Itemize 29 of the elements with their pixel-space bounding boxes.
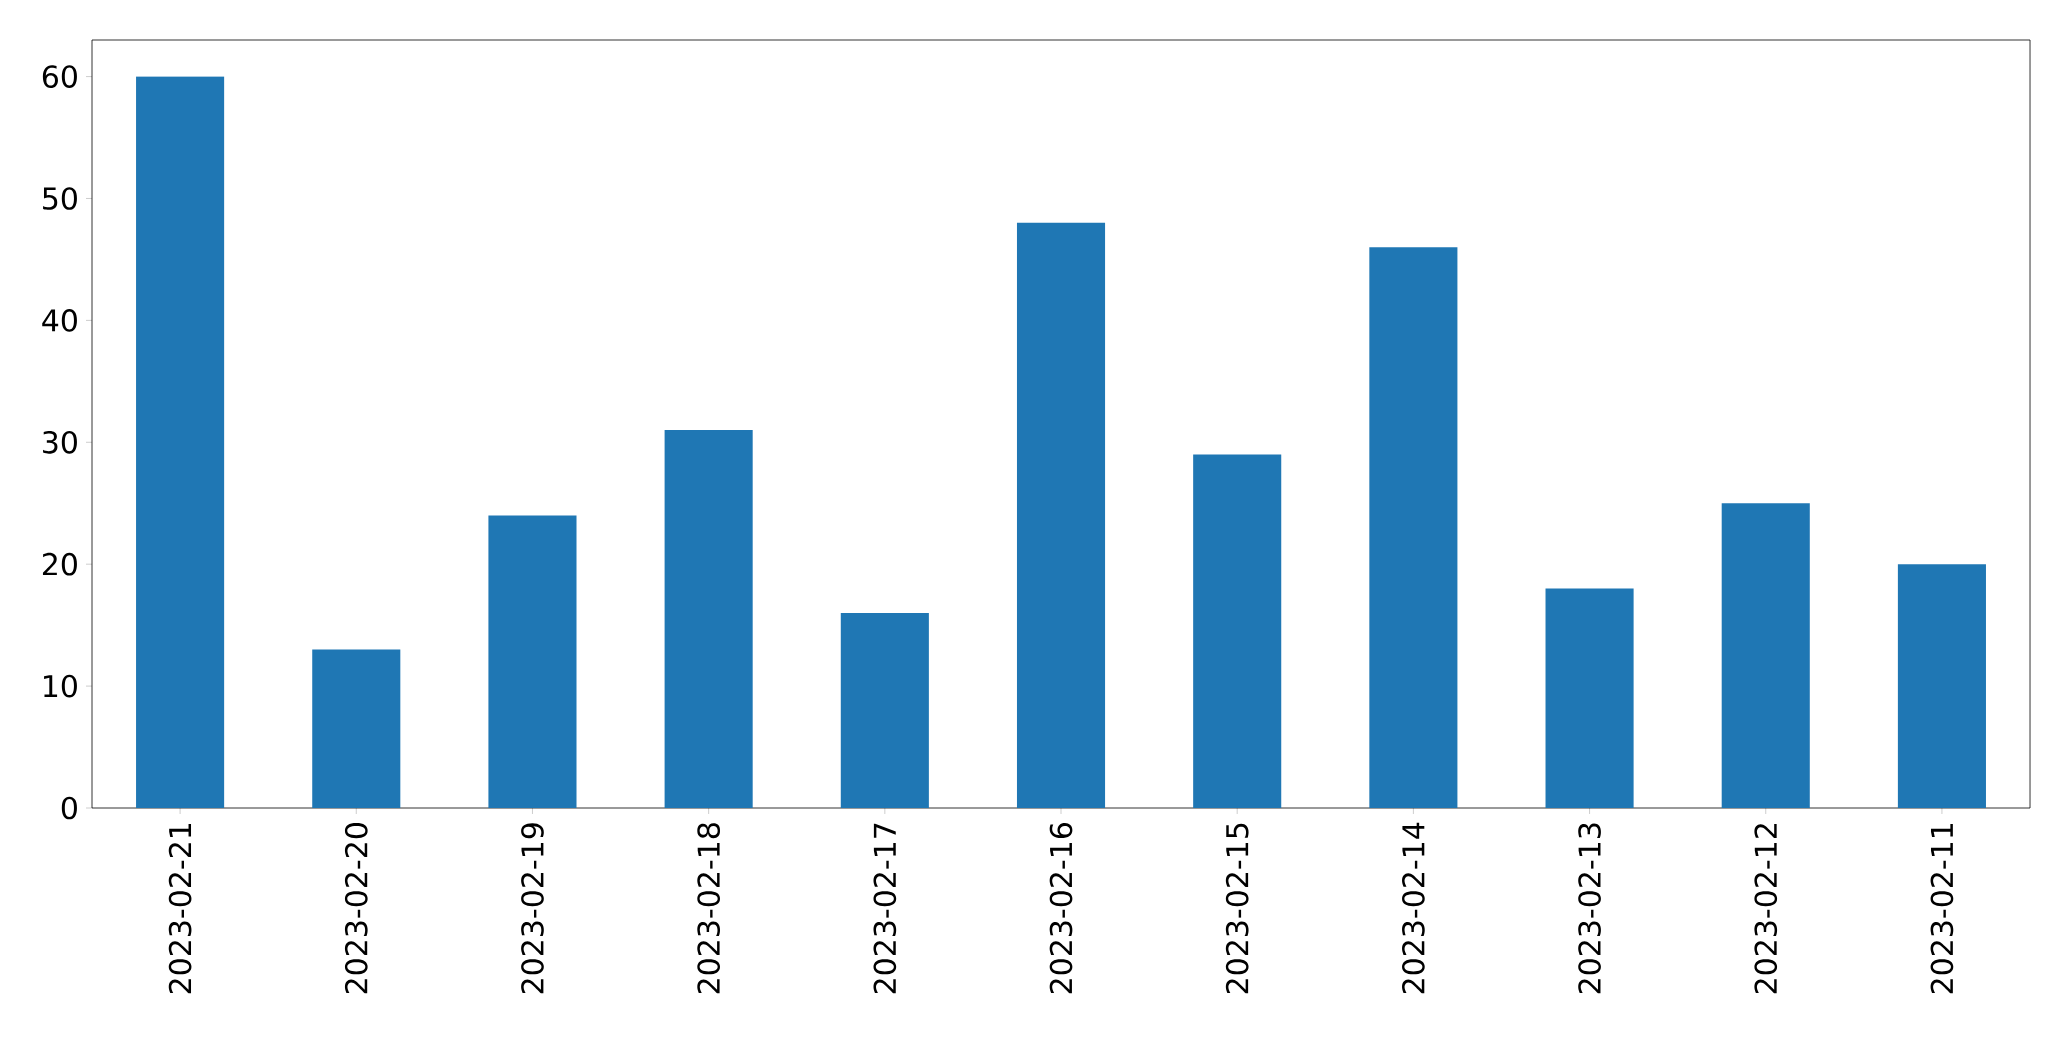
bar — [1897, 564, 1986, 808]
x-tick-label: 2023-02-18 — [697, 823, 721, 994]
y-tick-label: 30 — [43, 430, 77, 454]
y-tick-label: 20 — [42, 552, 77, 576]
bar — [1369, 247, 1458, 808]
y-tick-label: 40 — [42, 309, 77, 332]
y-tick-label: 0 — [61, 796, 77, 820]
x-tick-label: 2023-02-21 — [168, 823, 192, 994]
x-tick-label: 2023-02-19 — [521, 823, 544, 994]
x-tick-label: 2023-02-11 — [1930, 823, 1954, 994]
bar — [136, 76, 225, 808]
bar — [1016, 222, 1106, 808]
x-tick-label: 2023-02-12 — [1754, 824, 1778, 994]
bar — [840, 612, 929, 808]
y-tick-label: 50 — [43, 187, 77, 210]
y-tick-label: 10 — [44, 674, 77, 698]
bar — [312, 649, 401, 808]
x-tick-label: 2023-02-20 — [344, 823, 368, 994]
bar — [1193, 454, 1282, 808]
bar — [1721, 503, 1810, 808]
x-tick-label: 2023-02-17 — [873, 823, 897, 994]
x-tick-label: 2023-02-14 — [1402, 822, 1425, 994]
x-tick-label: 2023-02-16 — [1049, 823, 1073, 994]
bar — [488, 515, 577, 808]
x-tick-label: 2023-02-13 — [1578, 823, 1601, 994]
bar — [664, 430, 753, 808]
bar — [1545, 588, 1634, 808]
y-tick-label: 60 — [42, 65, 77, 88]
x-tick-label: 2023-02-15 — [1225, 823, 1249, 994]
